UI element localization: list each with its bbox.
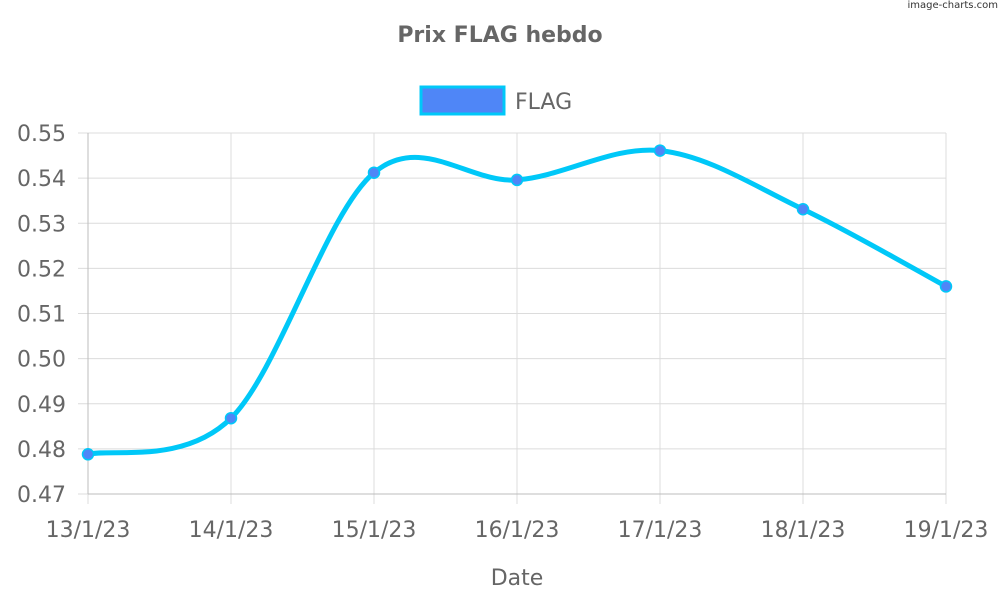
y-tick-label: 0.48 [17, 438, 66, 463]
data-point [81, 448, 95, 461]
y-tick-label: 0.51 [17, 303, 66, 328]
y-tick-label: 0.55 [17, 122, 66, 147]
data-point [367, 166, 381, 179]
data-point [510, 173, 524, 187]
x-tick-label: 14/1/23 [189, 518, 274, 543]
watermark: image-charts.com [907, 0, 999, 11]
y-tick-label: 0.47 [17, 483, 66, 508]
data-point [224, 411, 238, 425]
y-tick-label: 0.52 [17, 257, 66, 282]
chart-title: Prix FLAG hebdo [397, 23, 602, 48]
data-point [653, 144, 667, 157]
x-tick-label: 17/1/23 [618, 518, 703, 543]
x-tick-label: 18/1/23 [761, 518, 846, 543]
y-tick-label: 0.53 [17, 212, 66, 237]
y-tick-label: 0.50 [17, 348, 66, 373]
x-axis-label: Date [491, 566, 544, 591]
y-tick-label: 0.49 [17, 393, 66, 418]
x-tick-label: 15/1/23 [332, 518, 417, 543]
data-point [796, 203, 810, 216]
x-tick-label: 16/1/23 [475, 518, 560, 543]
data-point [939, 280, 953, 293]
legend-label: FLAG [515, 90, 572, 115]
legend-swatch [419, 85, 506, 116]
y-tick-label: 0.54 [17, 167, 66, 192]
x-tick-label: 19/1/23 [904, 518, 989, 543]
x-tick-label: 13/1/23 [46, 518, 131, 543]
